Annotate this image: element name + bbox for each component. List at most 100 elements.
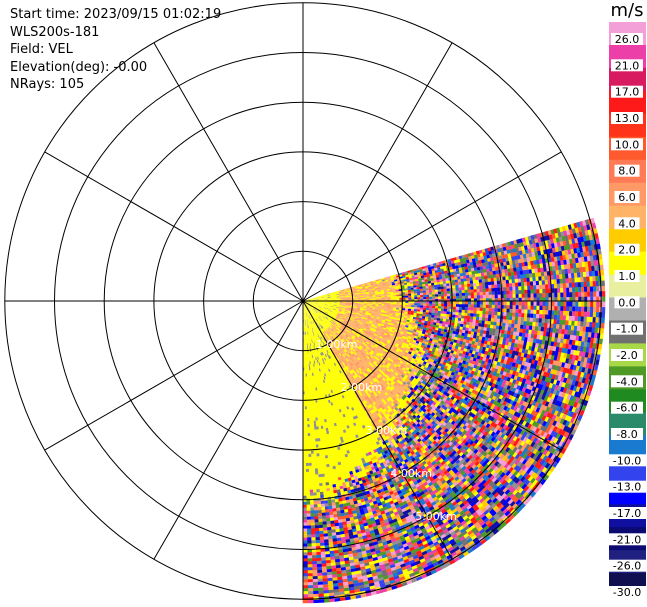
velocity-cell <box>583 251 587 258</box>
velocity-cell <box>420 275 425 279</box>
velocity-cell <box>362 291 367 293</box>
velocity-cell <box>375 302 379 304</box>
velocity-cell <box>414 307 418 310</box>
velocity-cell <box>487 317 492 322</box>
velocity-cell <box>498 244 503 249</box>
velocity-cell <box>441 271 445 275</box>
velocity-cell <box>375 301 379 303</box>
velocity-cell <box>441 260 446 264</box>
velocity-cell <box>455 290 459 294</box>
velocity-cell <box>471 255 475 260</box>
velocity-cell <box>518 301 522 306</box>
velocity-cell <box>484 248 489 253</box>
velocity-cell <box>572 258 576 264</box>
velocity-cell <box>389 290 394 293</box>
velocity-cell <box>443 308 448 312</box>
velocity-cell <box>425 307 430 311</box>
velocity-cell <box>529 243 534 249</box>
velocity-cell <box>352 286 357 289</box>
velocity-cell <box>330 297 334 299</box>
velocity-cell <box>471 274 476 278</box>
velocity-cell <box>428 285 432 289</box>
velocity-cell <box>372 297 376 299</box>
velocity-cell <box>591 270 596 277</box>
velocity-cell <box>549 252 554 258</box>
velocity-cell <box>408 295 412 298</box>
velocity-cell <box>364 282 368 285</box>
velocity-cell <box>475 279 480 284</box>
velocity-cell <box>472 316 477 320</box>
velocity-cell <box>517 320 521 325</box>
velocity-cell <box>490 277 494 282</box>
velocity-cell <box>465 301 469 305</box>
velocity-cell <box>521 289 525 295</box>
velocity-cell <box>327 298 331 300</box>
velocity-cell <box>516 251 520 256</box>
velocity-cell <box>361 284 365 287</box>
velocity-cell <box>502 280 507 284</box>
velocity-cell <box>425 283 429 287</box>
velocity-cell <box>484 258 488 263</box>
velocity-cell <box>347 290 351 293</box>
velocity-cell <box>315 299 319 300</box>
velocity-cell <box>504 272 509 277</box>
velocity-cell <box>463 275 467 279</box>
velocity-cell <box>357 296 361 298</box>
velocity-cell <box>520 320 524 326</box>
velocity-cell <box>392 288 396 291</box>
velocity-cell <box>559 255 564 261</box>
velocity-cell <box>431 270 436 274</box>
velocity-cell <box>405 292 409 295</box>
velocity-cell <box>347 291 352 294</box>
velocity-cell <box>554 232 559 239</box>
velocity-cell <box>458 264 462 269</box>
velocity-cell <box>484 320 488 325</box>
velocity-cell <box>470 252 475 257</box>
velocity-cell <box>524 301 528 306</box>
velocity-cell <box>464 315 468 319</box>
velocity-cell <box>450 274 455 278</box>
velocity-cell <box>342 298 346 300</box>
velocity-cell <box>399 297 403 300</box>
velocity-cell <box>514 275 518 280</box>
velocity-cell <box>440 315 444 319</box>
velocity-cell <box>493 318 498 323</box>
velocity-cell <box>437 308 442 312</box>
velocity-cell <box>509 248 514 254</box>
velocity-cell <box>573 248 578 254</box>
velocity-cell <box>456 259 461 263</box>
velocity-cell <box>369 308 373 310</box>
velocity-cell <box>395 291 400 294</box>
velocity-cell <box>369 304 373 307</box>
velocity-cell <box>587 261 592 267</box>
velocity-cell <box>422 284 426 287</box>
velocity-cell <box>524 309 528 314</box>
velocity-cell <box>324 296 328 298</box>
velocity-cell <box>525 325 530 330</box>
velocity-cell <box>390 304 394 307</box>
velocity-cell <box>470 304 475 308</box>
velocity-cell <box>437 269 442 273</box>
velocity-cell <box>470 313 474 317</box>
velocity-cell <box>344 291 348 293</box>
velocity-cell <box>555 328 560 334</box>
velocity-cell <box>456 273 461 277</box>
velocity-cell <box>550 323 554 329</box>
velocity-cell <box>358 286 363 289</box>
velocity-cell <box>393 296 397 299</box>
velocity-cell <box>537 268 541 273</box>
velocity-cell <box>369 291 373 293</box>
velocity-cell <box>602 291 606 297</box>
velocity-cell <box>384 295 388 297</box>
velocity-cell <box>593 306 597 313</box>
velocity-cell <box>480 256 485 261</box>
velocity-cell <box>321 295 325 297</box>
velocity-cell <box>318 299 322 300</box>
velocity-cell <box>377 290 382 292</box>
velocity-cell <box>508 260 513 265</box>
velocity-cell <box>517 274 521 279</box>
velocity-cell <box>536 309 540 315</box>
velocity-cell <box>426 303 430 306</box>
velocity-cell <box>380 286 384 289</box>
velocity-cell <box>366 296 370 298</box>
